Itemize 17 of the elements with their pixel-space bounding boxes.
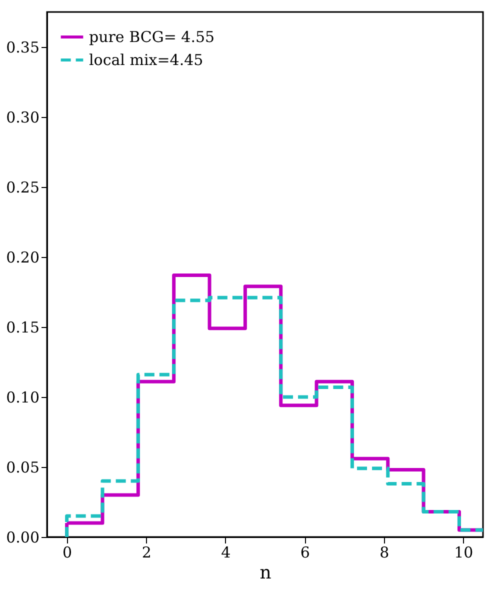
legend-label: pure BCG= 4.55 [89, 28, 215, 46]
y-tick-label: 0.10 [6, 388, 40, 406]
x-tick-label: 2 [142, 544, 152, 562]
y-tick-label: 0.35 [6, 38, 40, 56]
legend-label: local mix=4.45 [89, 51, 204, 69]
x-axis-title: n [260, 562, 272, 584]
y-tick-label: 0.15 [6, 318, 40, 336]
x-tick-label: 4 [221, 544, 231, 562]
x-tick-label: 10 [454, 544, 474, 562]
x-tick-label: 0 [62, 544, 72, 562]
y-tick-label: 0.25 [6, 178, 40, 196]
y-tick-label: 0.00 [6, 528, 40, 546]
y-tick-label: 0.30 [6, 108, 40, 126]
x-tick-label: 8 [380, 544, 390, 562]
y-tick-label: 0.20 [6, 248, 40, 266]
x-tick-label: 6 [300, 544, 310, 562]
y-tick-label: 0.05 [6, 458, 40, 476]
